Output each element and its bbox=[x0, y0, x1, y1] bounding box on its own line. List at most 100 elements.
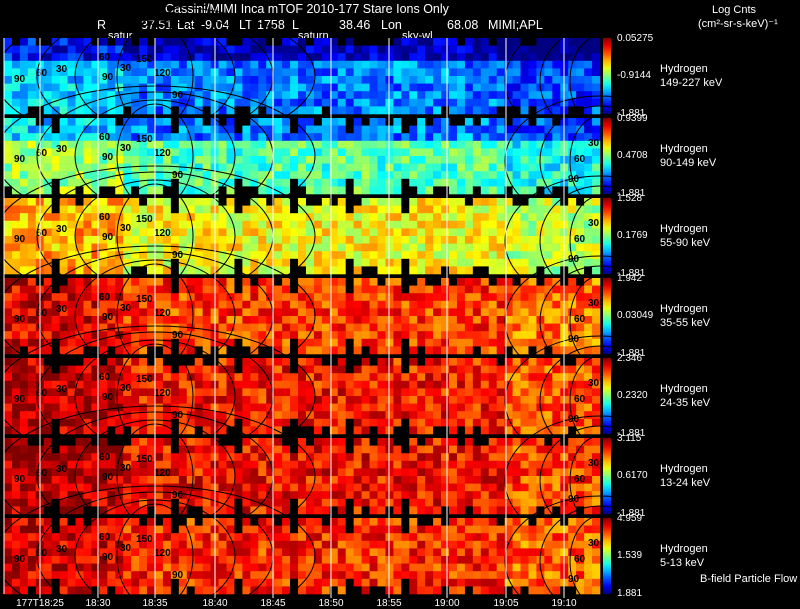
heatmap-cell bbox=[282, 278, 291, 286]
heatmap-cell bbox=[139, 316, 148, 324]
heatmap-cell bbox=[19, 338, 29, 347]
heatmap-cell bbox=[520, 213, 529, 222]
heatmap-cell bbox=[123, 388, 132, 397]
heatmap-cell bbox=[67, 45, 76, 54]
heatmap-cell bbox=[321, 380, 331, 389]
heatmap-cell bbox=[393, 38, 402, 46]
heatmap-cell bbox=[274, 118, 283, 126]
heatmap-cell bbox=[544, 285, 553, 294]
heatmap-cell bbox=[433, 198, 442, 206]
heatmap-cell bbox=[43, 60, 52, 69]
heatmap-cell bbox=[592, 388, 601, 397]
heatmap-cell bbox=[441, 125, 450, 134]
heatmap-cell bbox=[258, 358, 267, 366]
contour-label: 30 bbox=[56, 64, 68, 75]
heatmap-cell bbox=[353, 236, 362, 244]
heatmap-cell bbox=[123, 236, 132, 244]
heatmap-cell bbox=[67, 453, 76, 462]
heatmap-cell bbox=[99, 338, 108, 347]
heatmap-cell bbox=[576, 453, 585, 462]
heatmap-cell bbox=[170, 163, 180, 172]
heatmap-cell bbox=[266, 426, 275, 435]
heatmap-cell bbox=[202, 506, 211, 515]
heatmap-cell bbox=[425, 220, 434, 229]
heatmap-cell bbox=[385, 358, 394, 366]
heatmap-cell bbox=[393, 220, 402, 229]
heatmap-cell bbox=[409, 258, 418, 267]
contour-label: 30 bbox=[588, 458, 600, 469]
heatmap-cell bbox=[576, 251, 585, 260]
heatmap-cell bbox=[329, 118, 339, 126]
heatmap-cell bbox=[393, 266, 402, 275]
heatmap-cell bbox=[472, 278, 482, 286]
heatmap-cell bbox=[456, 403, 466, 412]
heatmap-cell bbox=[250, 418, 259, 427]
heatmap-cell bbox=[107, 571, 116, 580]
heatmap-cell bbox=[91, 251, 100, 260]
heatmap-cell bbox=[67, 125, 76, 134]
heatmap-cell bbox=[568, 76, 577, 84]
heatmap-cell bbox=[202, 388, 211, 397]
heatmap-cell bbox=[329, 83, 339, 92]
heatmap-cell bbox=[472, 380, 482, 389]
heatmap-cell bbox=[480, 411, 490, 420]
heatmap-cell bbox=[576, 53, 585, 62]
heatmap-cell bbox=[528, 445, 537, 454]
heatmap-cell bbox=[464, 346, 474, 355]
heatmap-cell bbox=[417, 106, 426, 115]
heatmap-cell bbox=[488, 38, 497, 46]
heatmap-cell bbox=[456, 38, 466, 46]
heatmap-cell bbox=[99, 373, 108, 382]
heatmap-cell bbox=[409, 338, 418, 347]
heatmap-cell bbox=[472, 308, 482, 317]
heatmap-cell bbox=[27, 548, 37, 557]
heatmap-cell bbox=[401, 476, 410, 484]
heatmap-cell bbox=[218, 198, 227, 206]
heatmap-cell bbox=[27, 236, 37, 244]
heatmap-cell bbox=[282, 258, 291, 267]
heatmap-cell bbox=[274, 571, 283, 580]
heatmap-cell bbox=[194, 186, 203, 195]
heatmap-cell bbox=[67, 338, 76, 347]
heatmap-cell bbox=[154, 91, 164, 100]
heatmap-cell bbox=[337, 118, 347, 126]
heatmap-cell bbox=[75, 125, 84, 134]
heatmap-cell bbox=[115, 396, 124, 404]
heatmap-cell bbox=[472, 163, 482, 172]
heatmap-cell bbox=[385, 491, 394, 500]
heatmap-cell bbox=[178, 563, 188, 572]
heatmap-cell bbox=[131, 445, 140, 454]
contour-label: 60 bbox=[574, 394, 586, 405]
heatmap-cell bbox=[369, 438, 378, 446]
heatmap-cell bbox=[91, 540, 100, 549]
heatmap-cell bbox=[170, 346, 180, 355]
heatmap-cell bbox=[99, 60, 108, 69]
heatmap-cell bbox=[441, 438, 450, 446]
heatmap-cell bbox=[218, 323, 227, 332]
heatmap-cell bbox=[337, 285, 347, 294]
heatmap-cell bbox=[313, 396, 323, 404]
heatmap-cell bbox=[250, 251, 259, 260]
heatmap-cell bbox=[266, 468, 275, 477]
heatmap-cell bbox=[83, 266, 92, 275]
heatmap-cell bbox=[345, 418, 354, 427]
heatmap-cell bbox=[218, 403, 227, 412]
heatmap-cell bbox=[19, 163, 29, 172]
heatmap-cell bbox=[480, 388, 490, 397]
heatmap-cell bbox=[377, 171, 386, 180]
heatmap-cell bbox=[433, 380, 442, 389]
heatmap-cell bbox=[329, 278, 339, 286]
heatmap-cell bbox=[409, 205, 418, 214]
heatmap-cell bbox=[496, 91, 505, 100]
heatmap-cell bbox=[11, 278, 21, 286]
heatmap-cell bbox=[345, 426, 354, 435]
heatmap-cell bbox=[162, 198, 172, 206]
heatmap-cell bbox=[528, 45, 537, 54]
heatmap-cell bbox=[19, 258, 29, 267]
heatmap-cell bbox=[202, 171, 211, 180]
heatmap-cell bbox=[282, 438, 291, 446]
heatmap-cell bbox=[162, 38, 172, 46]
heatmap-cell bbox=[202, 133, 211, 142]
heatmap-cell bbox=[4, 236, 13, 244]
heatmap-cell bbox=[4, 563, 13, 572]
